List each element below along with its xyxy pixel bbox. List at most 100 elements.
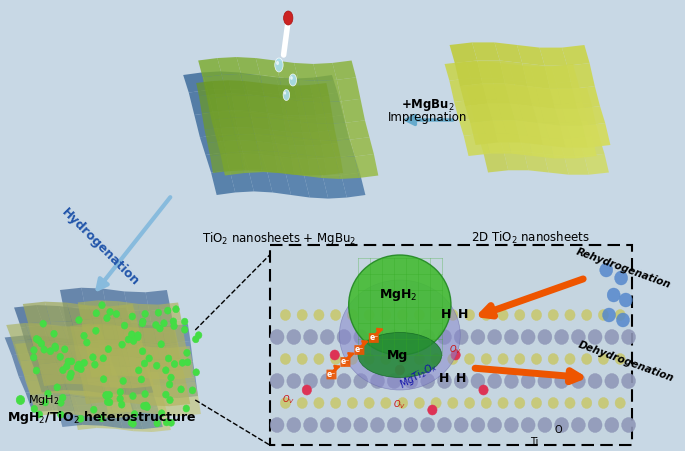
Ellipse shape bbox=[349, 255, 451, 355]
Polygon shape bbox=[562, 45, 590, 66]
Circle shape bbox=[52, 345, 59, 351]
Circle shape bbox=[64, 363, 70, 370]
Polygon shape bbox=[331, 140, 355, 157]
Circle shape bbox=[140, 318, 146, 325]
Polygon shape bbox=[132, 333, 157, 351]
Polygon shape bbox=[55, 344, 83, 363]
Circle shape bbox=[297, 397, 308, 409]
Polygon shape bbox=[99, 348, 127, 367]
Circle shape bbox=[431, 309, 441, 321]
Polygon shape bbox=[34, 344, 61, 364]
Polygon shape bbox=[98, 300, 121, 319]
Polygon shape bbox=[330, 138, 354, 157]
Polygon shape bbox=[114, 347, 139, 372]
Polygon shape bbox=[264, 96, 283, 115]
Ellipse shape bbox=[284, 92, 286, 95]
Polygon shape bbox=[336, 156, 359, 179]
Circle shape bbox=[353, 330, 368, 345]
Circle shape bbox=[448, 354, 458, 364]
Circle shape bbox=[438, 330, 451, 345]
Circle shape bbox=[90, 406, 97, 413]
Polygon shape bbox=[117, 352, 147, 373]
Polygon shape bbox=[70, 396, 95, 417]
Polygon shape bbox=[482, 83, 510, 104]
Circle shape bbox=[605, 373, 619, 388]
Polygon shape bbox=[132, 391, 158, 410]
Text: MgH$_2$: MgH$_2$ bbox=[28, 393, 59, 407]
Polygon shape bbox=[110, 322, 132, 340]
Polygon shape bbox=[14, 305, 43, 327]
Circle shape bbox=[521, 373, 535, 388]
Text: $O_V$: $O_V$ bbox=[393, 399, 406, 411]
Circle shape bbox=[45, 390, 51, 397]
Text: Rehydrogenation: Rehydrogenation bbox=[575, 246, 672, 290]
Polygon shape bbox=[81, 309, 110, 330]
Circle shape bbox=[182, 326, 188, 333]
Polygon shape bbox=[73, 350, 102, 372]
Polygon shape bbox=[121, 379, 142, 395]
Polygon shape bbox=[64, 307, 89, 331]
Polygon shape bbox=[5, 336, 32, 355]
Circle shape bbox=[142, 310, 149, 318]
Polygon shape bbox=[547, 90, 571, 105]
Polygon shape bbox=[540, 104, 566, 123]
Polygon shape bbox=[25, 374, 49, 395]
Polygon shape bbox=[277, 85, 297, 99]
Polygon shape bbox=[148, 411, 171, 432]
Polygon shape bbox=[545, 66, 573, 89]
Circle shape bbox=[65, 358, 71, 365]
Circle shape bbox=[280, 309, 290, 321]
Polygon shape bbox=[259, 154, 278, 173]
Circle shape bbox=[464, 354, 475, 364]
Polygon shape bbox=[506, 85, 531, 103]
Circle shape bbox=[364, 354, 374, 364]
Text: Dehydrogenation: Dehydrogenation bbox=[577, 340, 675, 384]
Circle shape bbox=[62, 346, 68, 353]
Polygon shape bbox=[94, 325, 121, 349]
Circle shape bbox=[139, 320, 146, 327]
Polygon shape bbox=[503, 152, 528, 170]
Polygon shape bbox=[231, 117, 254, 135]
Polygon shape bbox=[319, 92, 343, 118]
Polygon shape bbox=[206, 152, 229, 173]
Circle shape bbox=[621, 330, 636, 345]
Polygon shape bbox=[66, 374, 88, 396]
Polygon shape bbox=[234, 110, 253, 128]
Polygon shape bbox=[97, 344, 118, 362]
Circle shape bbox=[120, 377, 127, 384]
Polygon shape bbox=[519, 102, 545, 123]
Polygon shape bbox=[136, 360, 159, 378]
Text: H: H bbox=[458, 308, 469, 322]
Circle shape bbox=[92, 327, 99, 334]
Polygon shape bbox=[84, 374, 107, 395]
Circle shape bbox=[166, 381, 173, 388]
Polygon shape bbox=[515, 120, 543, 145]
Polygon shape bbox=[324, 156, 343, 175]
Polygon shape bbox=[40, 359, 64, 380]
Circle shape bbox=[397, 354, 408, 364]
Polygon shape bbox=[92, 410, 115, 429]
Polygon shape bbox=[88, 305, 116, 326]
Polygon shape bbox=[25, 336, 53, 354]
Polygon shape bbox=[308, 123, 331, 141]
Circle shape bbox=[598, 309, 608, 321]
Polygon shape bbox=[134, 345, 155, 363]
Polygon shape bbox=[87, 341, 112, 364]
Polygon shape bbox=[169, 358, 192, 380]
Polygon shape bbox=[484, 152, 508, 172]
Polygon shape bbox=[232, 111, 256, 135]
Polygon shape bbox=[72, 389, 97, 406]
Circle shape bbox=[488, 373, 501, 388]
Circle shape bbox=[521, 418, 535, 433]
Polygon shape bbox=[99, 360, 121, 382]
Polygon shape bbox=[82, 381, 107, 404]
Polygon shape bbox=[145, 343, 169, 360]
Circle shape bbox=[106, 399, 113, 406]
Polygon shape bbox=[117, 375, 139, 395]
Circle shape bbox=[168, 419, 175, 426]
Polygon shape bbox=[77, 405, 103, 426]
Polygon shape bbox=[62, 351, 87, 369]
Circle shape bbox=[548, 397, 558, 409]
Circle shape bbox=[40, 320, 47, 327]
Polygon shape bbox=[336, 155, 360, 175]
